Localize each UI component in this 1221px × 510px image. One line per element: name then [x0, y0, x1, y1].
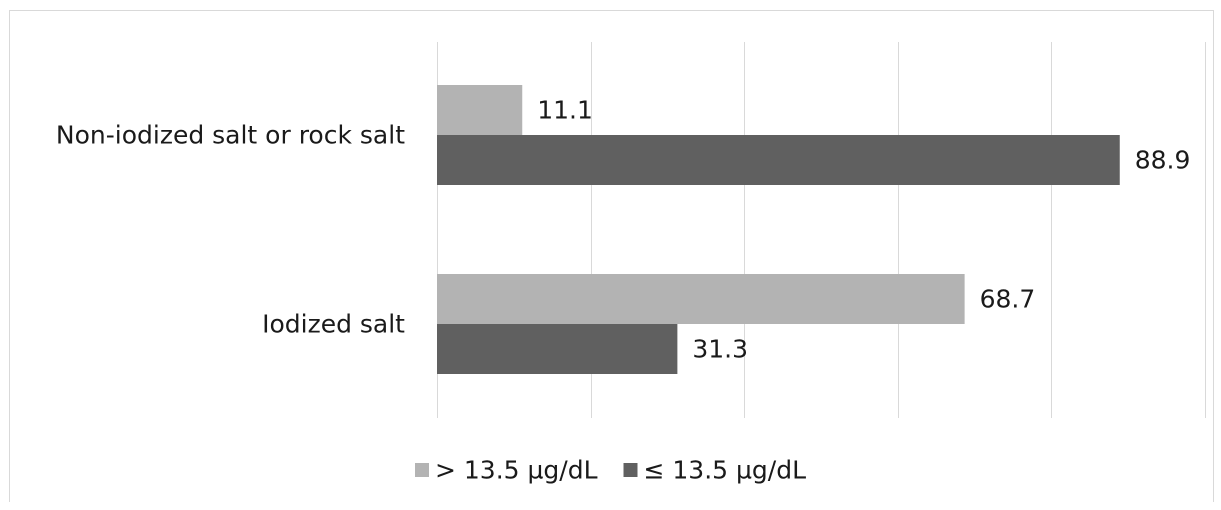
- legend-label: ≤ 13.5 µg/dL: [644, 456, 807, 485]
- bar: [437, 85, 523, 135]
- data-labels: 11.1 68.7 88.9 31.3: [537, 96, 1190, 364]
- data-label: 68.7: [980, 285, 1036, 314]
- bar: [437, 324, 678, 374]
- legend-item: ≤ 13.5 µg/dL: [623, 456, 807, 485]
- bars: [437, 85, 1120, 374]
- legend-swatch: [623, 463, 638, 477]
- data-label: 31.3: [692, 335, 748, 364]
- bar: [437, 274, 965, 324]
- legend-item: > 13.5 µg/dL: [415, 456, 598, 485]
- data-label: 11.1: [537, 96, 593, 125]
- legend: > 13.5 µg/dL ≤ 13.5 µg/dL: [415, 456, 806, 485]
- bar: [437, 135, 1120, 185]
- category-labels: Non-iodized salt or rock salt Iodized sal…: [56, 121, 405, 339]
- legend-swatch: [415, 463, 429, 477]
- category-label: Non-iodized salt or rock salt: [56, 121, 405, 150]
- category-label: Iodized salt: [262, 310, 405, 339]
- data-label: 88.9: [1135, 146, 1191, 175]
- legend-label: > 13.5 µg/dL: [435, 456, 598, 485]
- chart-frame: [9, 10, 1214, 502]
